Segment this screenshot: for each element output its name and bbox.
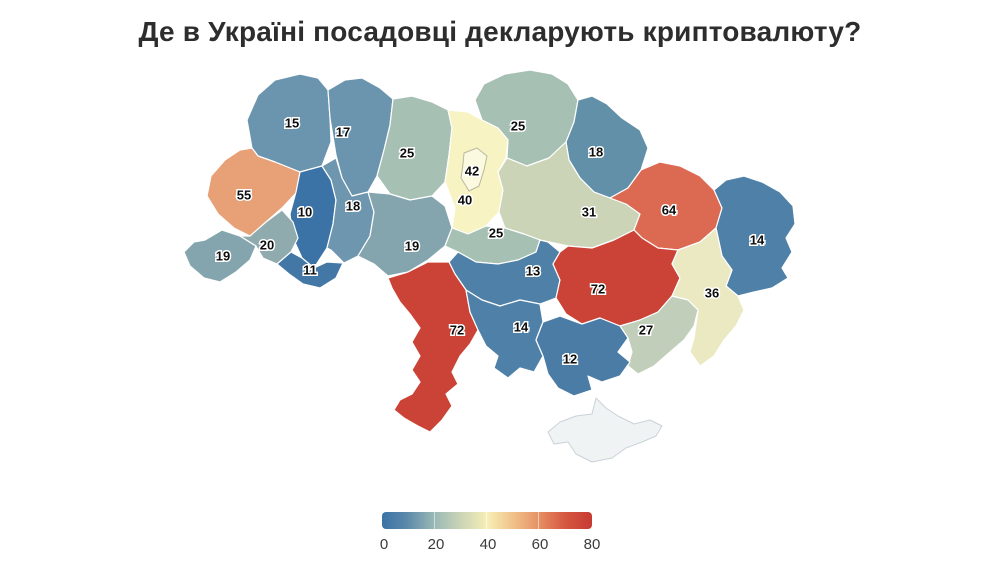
region-label-zakarpattia: 19 (216, 248, 230, 263)
region-label-chernivtsi: 11 (303, 262, 317, 277)
legend-divider-60 (538, 512, 539, 529)
chart-title: Де в Україні посадовці декларують крипто… (138, 16, 862, 47)
region-label-cherkasy: 25 (489, 225, 503, 240)
region-label-khmelnytskyi: 18 (346, 198, 360, 213)
region-label-dnipropetrovsk: 72 (591, 281, 605, 296)
region-label-odesa: 72 (450, 322, 464, 337)
region-label-kherson: 12 (563, 351, 577, 366)
region-zhytomyr (376, 95, 453, 201)
region-label-lviv: 55 (237, 187, 251, 202)
legend-divider-40 (486, 512, 487, 529)
legend-divider-20 (434, 512, 435, 529)
legend-tick-labels: 0 20 40 60 80 (0, 536, 1000, 558)
region-label-kharkiv: 64 (662, 202, 677, 217)
legend-tick-60: 60 (531, 536, 549, 553)
region-label-sumy: 18 (589, 144, 603, 159)
region-label-kirovohrad: 13 (526, 263, 540, 278)
region-zakarpattia (183, 229, 257, 283)
region-label-zaporizhzhia: 27 (639, 322, 653, 337)
region-label-vinnytsia: 19 (405, 238, 419, 253)
region-label-poltava: 31 (582, 204, 596, 219)
region-label-ternopil: 10 (298, 204, 312, 219)
region-label-zhytomyr: 25 (400, 145, 414, 160)
region-zaporizhzhia (619, 295, 699, 375)
region-vinnytsia (357, 191, 453, 277)
region-label-donetsk: 36 (705, 285, 719, 300)
legend-tick-40: 40 (479, 536, 497, 553)
region-label-mykolaiv: 14 (514, 319, 529, 334)
region-label-volyn: 15 (285, 115, 299, 130)
legend-tick-0: 0 (379, 536, 389, 553)
region-kherson (535, 315, 631, 397)
region-label-ivano-frankivsk: 20 (260, 237, 274, 252)
legend-tick-20: 20 (427, 536, 445, 553)
legend-tick-80: 80 (583, 536, 601, 553)
region-label-kyiv-oblast: 40 (458, 192, 472, 207)
region-mykolaiv (465, 289, 544, 379)
region-kyiv-city (460, 147, 488, 192)
region-label-rivne: 17 (336, 124, 350, 139)
region-crimea (547, 397, 663, 463)
region-label-chernihiv: 25 (511, 118, 525, 133)
region-odesa (387, 261, 479, 433)
legend-gradient-bar (382, 512, 592, 529)
region-chernivtsi (276, 251, 344, 289)
region-label-kyiv-city: 42 (465, 163, 479, 178)
region-label-luhansk: 14 (750, 232, 765, 247)
